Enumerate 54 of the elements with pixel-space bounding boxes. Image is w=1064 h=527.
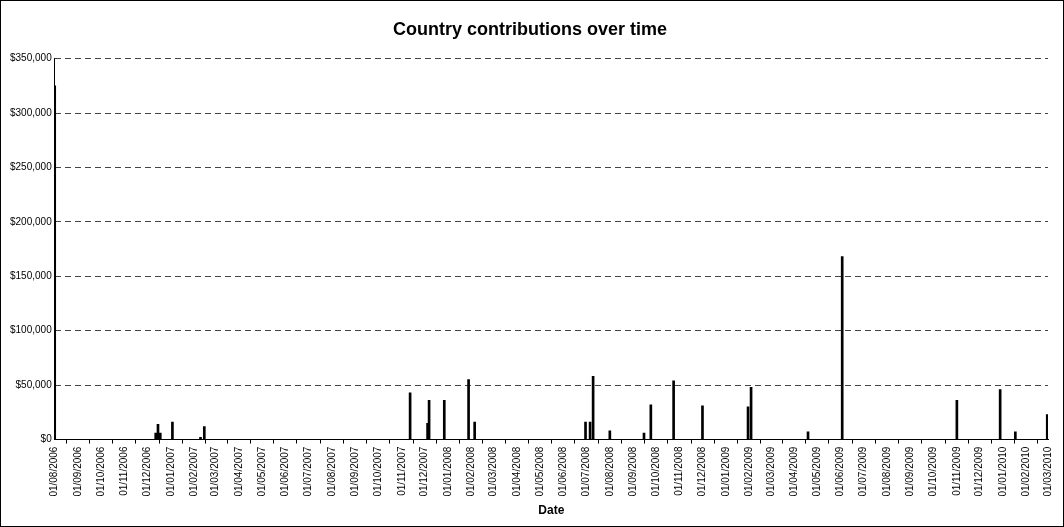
x-tick-label: 01/12/2008: [696, 446, 708, 497]
x-tick-label: 01/05/2007: [255, 446, 267, 497]
x-tick-label: 01/02/2007: [188, 446, 200, 497]
x-tick-label: 01/01/2009: [719, 446, 731, 497]
y-tick-label: $100,000: [9, 324, 53, 336]
x-tick-label: 01/09/2006: [72, 446, 83, 497]
y-tick-label: $250,000: [9, 161, 53, 173]
x-tick-label: 01/03/2008: [487, 446, 499, 497]
x-axis-title: Date: [538, 503, 565, 518]
y-tick-label: $50,000: [15, 378, 53, 390]
y-tick-label: $350,000: [9, 52, 53, 64]
x-tick-label: 01/10/2007: [371, 446, 383, 497]
x-tick-label: 01/01/2007: [164, 446, 176, 497]
x-tick-label: 01/12/2009: [973, 446, 985, 497]
y-tick-label: $0: [40, 433, 53, 445]
x-tick-label: 01/08/2008: [603, 446, 615, 497]
x-tick-label: 01/09/2009: [904, 446, 916, 497]
y-tick-label: $300,000: [9, 106, 53, 118]
x-tick-label: 01/12/2006: [141, 446, 153, 497]
x-tick-label: 01/06/2009: [834, 446, 846, 497]
x-tick-label: 01/06/2008: [557, 446, 569, 497]
x-tick-label: 01/03/2009: [764, 446, 776, 497]
x-tick-label: 01/03/2010: [1041, 446, 1053, 497]
x-tick-label: 01/04/2008: [510, 446, 522, 497]
x-tick-label: 01/07/2009: [857, 446, 869, 497]
x-tick-label: 01/11/2006: [118, 446, 130, 496]
x-tick-label: 01/02/2008: [465, 446, 477, 497]
x-tick-label: 01/11/2008: [673, 446, 685, 496]
x-tick-label: 01/02/2009: [743, 446, 755, 497]
x-tick-label: 01/12/2007: [418, 446, 430, 497]
x-tick-label: 01/03/2007: [209, 446, 221, 497]
x-tick-label: 01/07/2007: [302, 446, 314, 497]
x-tick-label: 01/09/2007: [349, 446, 361, 497]
y-tick-label: $150,000: [9, 270, 53, 282]
x-tick-label: 01/08/2006: [48, 446, 60, 497]
x-tick-label: 01/01/2010: [996, 446, 1008, 497]
x-tick-label: 01/11/2007: [395, 446, 407, 496]
x-tick-label: 01/05/2009: [810, 446, 822, 497]
x-tick-label: 01/08/2009: [880, 446, 892, 497]
y-tick-label: $200,000: [9, 215, 53, 227]
x-tick-label: 01/04/2007: [232, 446, 244, 497]
x-tick-label: 01/11/2009: [950, 446, 962, 496]
chart-title: Country contributions over time: [392, 18, 668, 39]
x-tick-label: 01/06/2007: [279, 446, 291, 497]
x-tick-label: 01/04/2009: [788, 446, 800, 497]
x-tick-label: 01/07/2008: [580, 446, 592, 497]
x-tick-label: 01/02/2010: [1020, 446, 1032, 497]
x-tick-label: 01/10/2006: [94, 446, 106, 497]
x-tick-label: 01/10/2009: [927, 446, 939, 497]
x-tick-label: 01/09/2008: [627, 446, 639, 497]
x-tick-label: 01/01/2008: [441, 446, 453, 497]
x-tick-label: 01/08/2007: [325, 446, 337, 497]
x-tick-label: 01/05/2008: [533, 446, 545, 497]
x-tick-label: 01/10/2008: [649, 446, 661, 497]
